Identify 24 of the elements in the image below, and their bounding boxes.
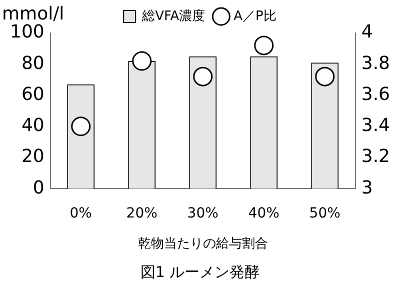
x-tick-label: 40% [248,206,280,222]
y-tick-label: 20 [21,146,44,168]
y2-tick-label: 3.8 [361,52,390,74]
legend-label: A／P比 [234,8,276,24]
x-tick-label: 0% [70,206,92,222]
x-tick-label: 30% [187,206,218,222]
point [193,66,213,86]
y2-tick-label: 3.2 [361,146,390,168]
y-tick-label: 0 [32,177,44,198]
y-tick-label: 80 [21,52,44,74]
y2-tick-label: 3.6 [361,84,390,105]
text: 図1 ルーメン発酵 [140,262,260,281]
y2-tick-label: 4 [361,22,373,43]
y-tick-label: 40 [21,115,44,136]
x-tick-label: 50% [309,206,340,222]
x-tick-label: 20% [126,206,158,222]
legend-label: 総VFA濃度 [141,8,206,24]
point [71,116,91,136]
point [132,51,152,71]
x-axis-title: 乾物当たりの給与割合 [138,236,268,252]
y2-tick-label: 3 [361,177,373,198]
point [315,66,335,86]
y-tick-label: 60 [21,84,44,105]
y2-tick-label: 3.4 [361,115,390,136]
